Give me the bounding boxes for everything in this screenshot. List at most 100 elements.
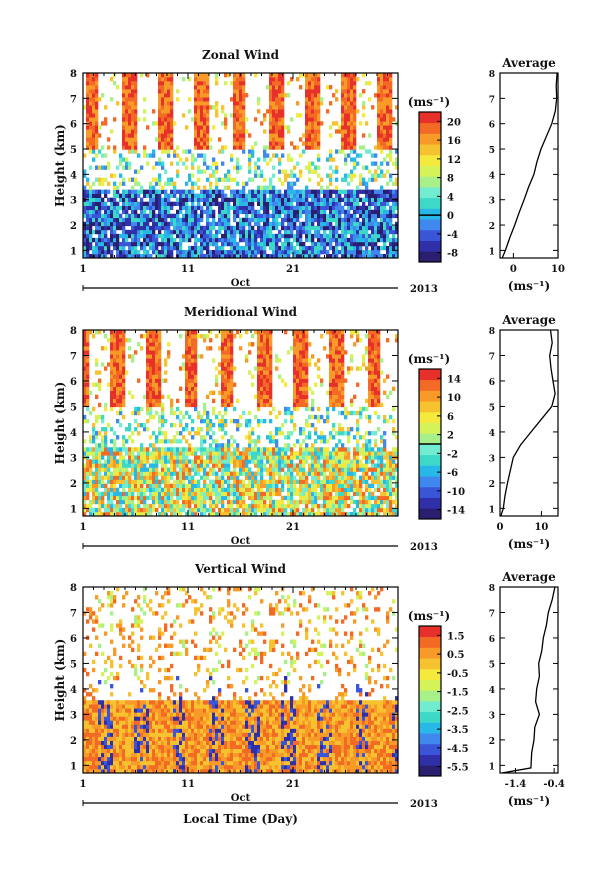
y-tick-label: 1 bbox=[70, 246, 77, 257]
colorbar-swatch bbox=[419, 743, 441, 755]
average-y-tick-label: 1 bbox=[489, 505, 495, 515]
colorbar-swatch bbox=[419, 219, 441, 231]
colorbar-swatch bbox=[419, 411, 441, 423]
average-y-tick-label: 5 bbox=[489, 146, 495, 156]
average-y-tick-label: 4 bbox=[489, 686, 495, 696]
year-label: 2013 bbox=[410, 284, 438, 295]
y-tick-label: 2 bbox=[70, 479, 77, 490]
year-label: 2013 bbox=[410, 799, 438, 810]
average-y-tick-label: 6 bbox=[489, 378, 495, 388]
average-frame bbox=[499, 329, 559, 517]
colorbar-unit: (ms⁻¹) bbox=[408, 352, 450, 366]
colorbar-tick-label: 4 bbox=[447, 192, 454, 203]
average-profile-line bbox=[501, 72, 558, 259]
heatmap-field bbox=[83, 587, 399, 774]
colorbar-swatch bbox=[419, 165, 441, 177]
colorbar-tick-label: -1.5 bbox=[447, 688, 469, 699]
average-y-tick-label: 3 bbox=[489, 454, 495, 464]
colorbar-tick-label: -2.5 bbox=[447, 706, 469, 717]
y-tick-label: 7 bbox=[70, 94, 77, 105]
colorbar-swatch bbox=[419, 754, 441, 766]
y-tick-label: 6 bbox=[70, 377, 77, 388]
colorbar-tick-label: -0.5 bbox=[447, 669, 469, 680]
average-y-tick-label: 2 bbox=[489, 480, 495, 490]
colorbar-tick-label: -3.5 bbox=[447, 725, 469, 736]
colorbar-tick-label: 1.5 bbox=[447, 631, 464, 642]
x-tick-label: 11 bbox=[181, 779, 195, 790]
colorbar-swatch bbox=[419, 636, 441, 648]
average-y-tick-label: 4 bbox=[489, 429, 495, 439]
average-y-tick-label: 6 bbox=[489, 121, 495, 131]
colorbar-swatch bbox=[419, 401, 441, 413]
y-tick-label: 4 bbox=[70, 428, 77, 439]
average-y-tick-label: 1 bbox=[489, 247, 495, 257]
month-label: Oct bbox=[231, 536, 251, 547]
colorbar-swatch bbox=[419, 144, 441, 156]
average-y-tick-label: 2 bbox=[489, 222, 495, 232]
average-y-tick-label: 6 bbox=[489, 635, 495, 645]
colorbar-swatch bbox=[419, 433, 441, 445]
panel-title: Zonal Wind bbox=[202, 48, 280, 62]
colorbar-tick-label: 0 bbox=[447, 211, 454, 222]
colorbar-tick-label: 0.5 bbox=[447, 650, 464, 661]
colorbar-swatch bbox=[419, 454, 441, 466]
y-tick-label: 8 bbox=[70, 583, 77, 594]
colorbar-swatch bbox=[419, 701, 441, 713]
colorbar-tick-label: -5.5 bbox=[447, 763, 469, 774]
colorbar-swatch bbox=[419, 422, 441, 434]
x-tick-label: 21 bbox=[286, 779, 300, 790]
colorbar-swatch bbox=[419, 229, 441, 241]
y-tick-label: 2 bbox=[70, 736, 77, 747]
y-tick-label: 1 bbox=[70, 761, 77, 772]
colorbar-swatch bbox=[419, 390, 441, 402]
y-tick-label: 4 bbox=[70, 685, 77, 696]
colorbar-swatch bbox=[419, 240, 441, 252]
y-tick-label: 8 bbox=[70, 326, 77, 337]
colorbar-tick-label: 10 bbox=[447, 393, 461, 404]
average-x-tick-label: 0 bbox=[510, 264, 517, 275]
colorbar-frame bbox=[418, 625, 442, 777]
average-x-tick-label: 10 bbox=[534, 522, 548, 533]
average-x-tick-label: -0.4 bbox=[543, 779, 565, 790]
average-y-tick-label: 7 bbox=[489, 95, 495, 105]
y-axis-label: Height (km) bbox=[53, 639, 67, 722]
average-x-label: (ms⁻¹) bbox=[508, 279, 550, 293]
y-axis-label: Height (km) bbox=[53, 382, 67, 465]
average-y-tick-label: 2 bbox=[489, 737, 495, 747]
colorbar-tick-label: -14 bbox=[447, 506, 465, 517]
average-title: Average bbox=[501, 56, 556, 70]
y-axis-label: Height (km) bbox=[53, 124, 67, 207]
x-tick-label: 1 bbox=[80, 522, 87, 533]
average-frame bbox=[499, 586, 559, 774]
y-tick-label: 4 bbox=[70, 170, 77, 181]
average-x-tick-label: -1.4 bbox=[505, 779, 527, 790]
colorbar-tick-label: -6 bbox=[447, 468, 458, 479]
average-x-label: (ms⁻¹) bbox=[508, 794, 550, 808]
average-title: Average bbox=[501, 570, 556, 584]
colorbar-swatch bbox=[419, 626, 441, 638]
colorbar-tick-label: 14 bbox=[447, 374, 461, 385]
colorbar-swatch bbox=[419, 197, 441, 209]
x-tick-label: 1 bbox=[80, 264, 87, 275]
heatmap-field bbox=[83, 330, 399, 517]
colorbar-swatch bbox=[419, 465, 441, 477]
colorbar-swatch bbox=[419, 722, 441, 734]
colorbar-swatch bbox=[419, 679, 441, 691]
x-tick-label: 11 bbox=[181, 264, 195, 275]
average-y-tick-label: 5 bbox=[489, 660, 495, 670]
colorbar-tick-label: -10 bbox=[447, 487, 465, 498]
colorbar-swatch bbox=[419, 208, 441, 220]
average-profile-line bbox=[501, 586, 556, 774]
x-tick-label: 11 bbox=[181, 522, 195, 533]
colorbar-tick-label: 16 bbox=[447, 136, 461, 147]
month-label: Oct bbox=[231, 793, 251, 804]
average-y-tick-label: 8 bbox=[489, 584, 495, 594]
colorbar-swatch bbox=[419, 444, 441, 456]
average-profile-line bbox=[500, 329, 556, 517]
colorbar-tick-label: -8 bbox=[447, 249, 458, 260]
colorbar-swatch bbox=[419, 733, 441, 745]
colorbar-tick-label: 6 bbox=[447, 412, 454, 423]
colorbar-swatch bbox=[419, 647, 441, 659]
y-tick-label: 7 bbox=[70, 351, 77, 362]
colorbar-swatch bbox=[419, 154, 441, 166]
